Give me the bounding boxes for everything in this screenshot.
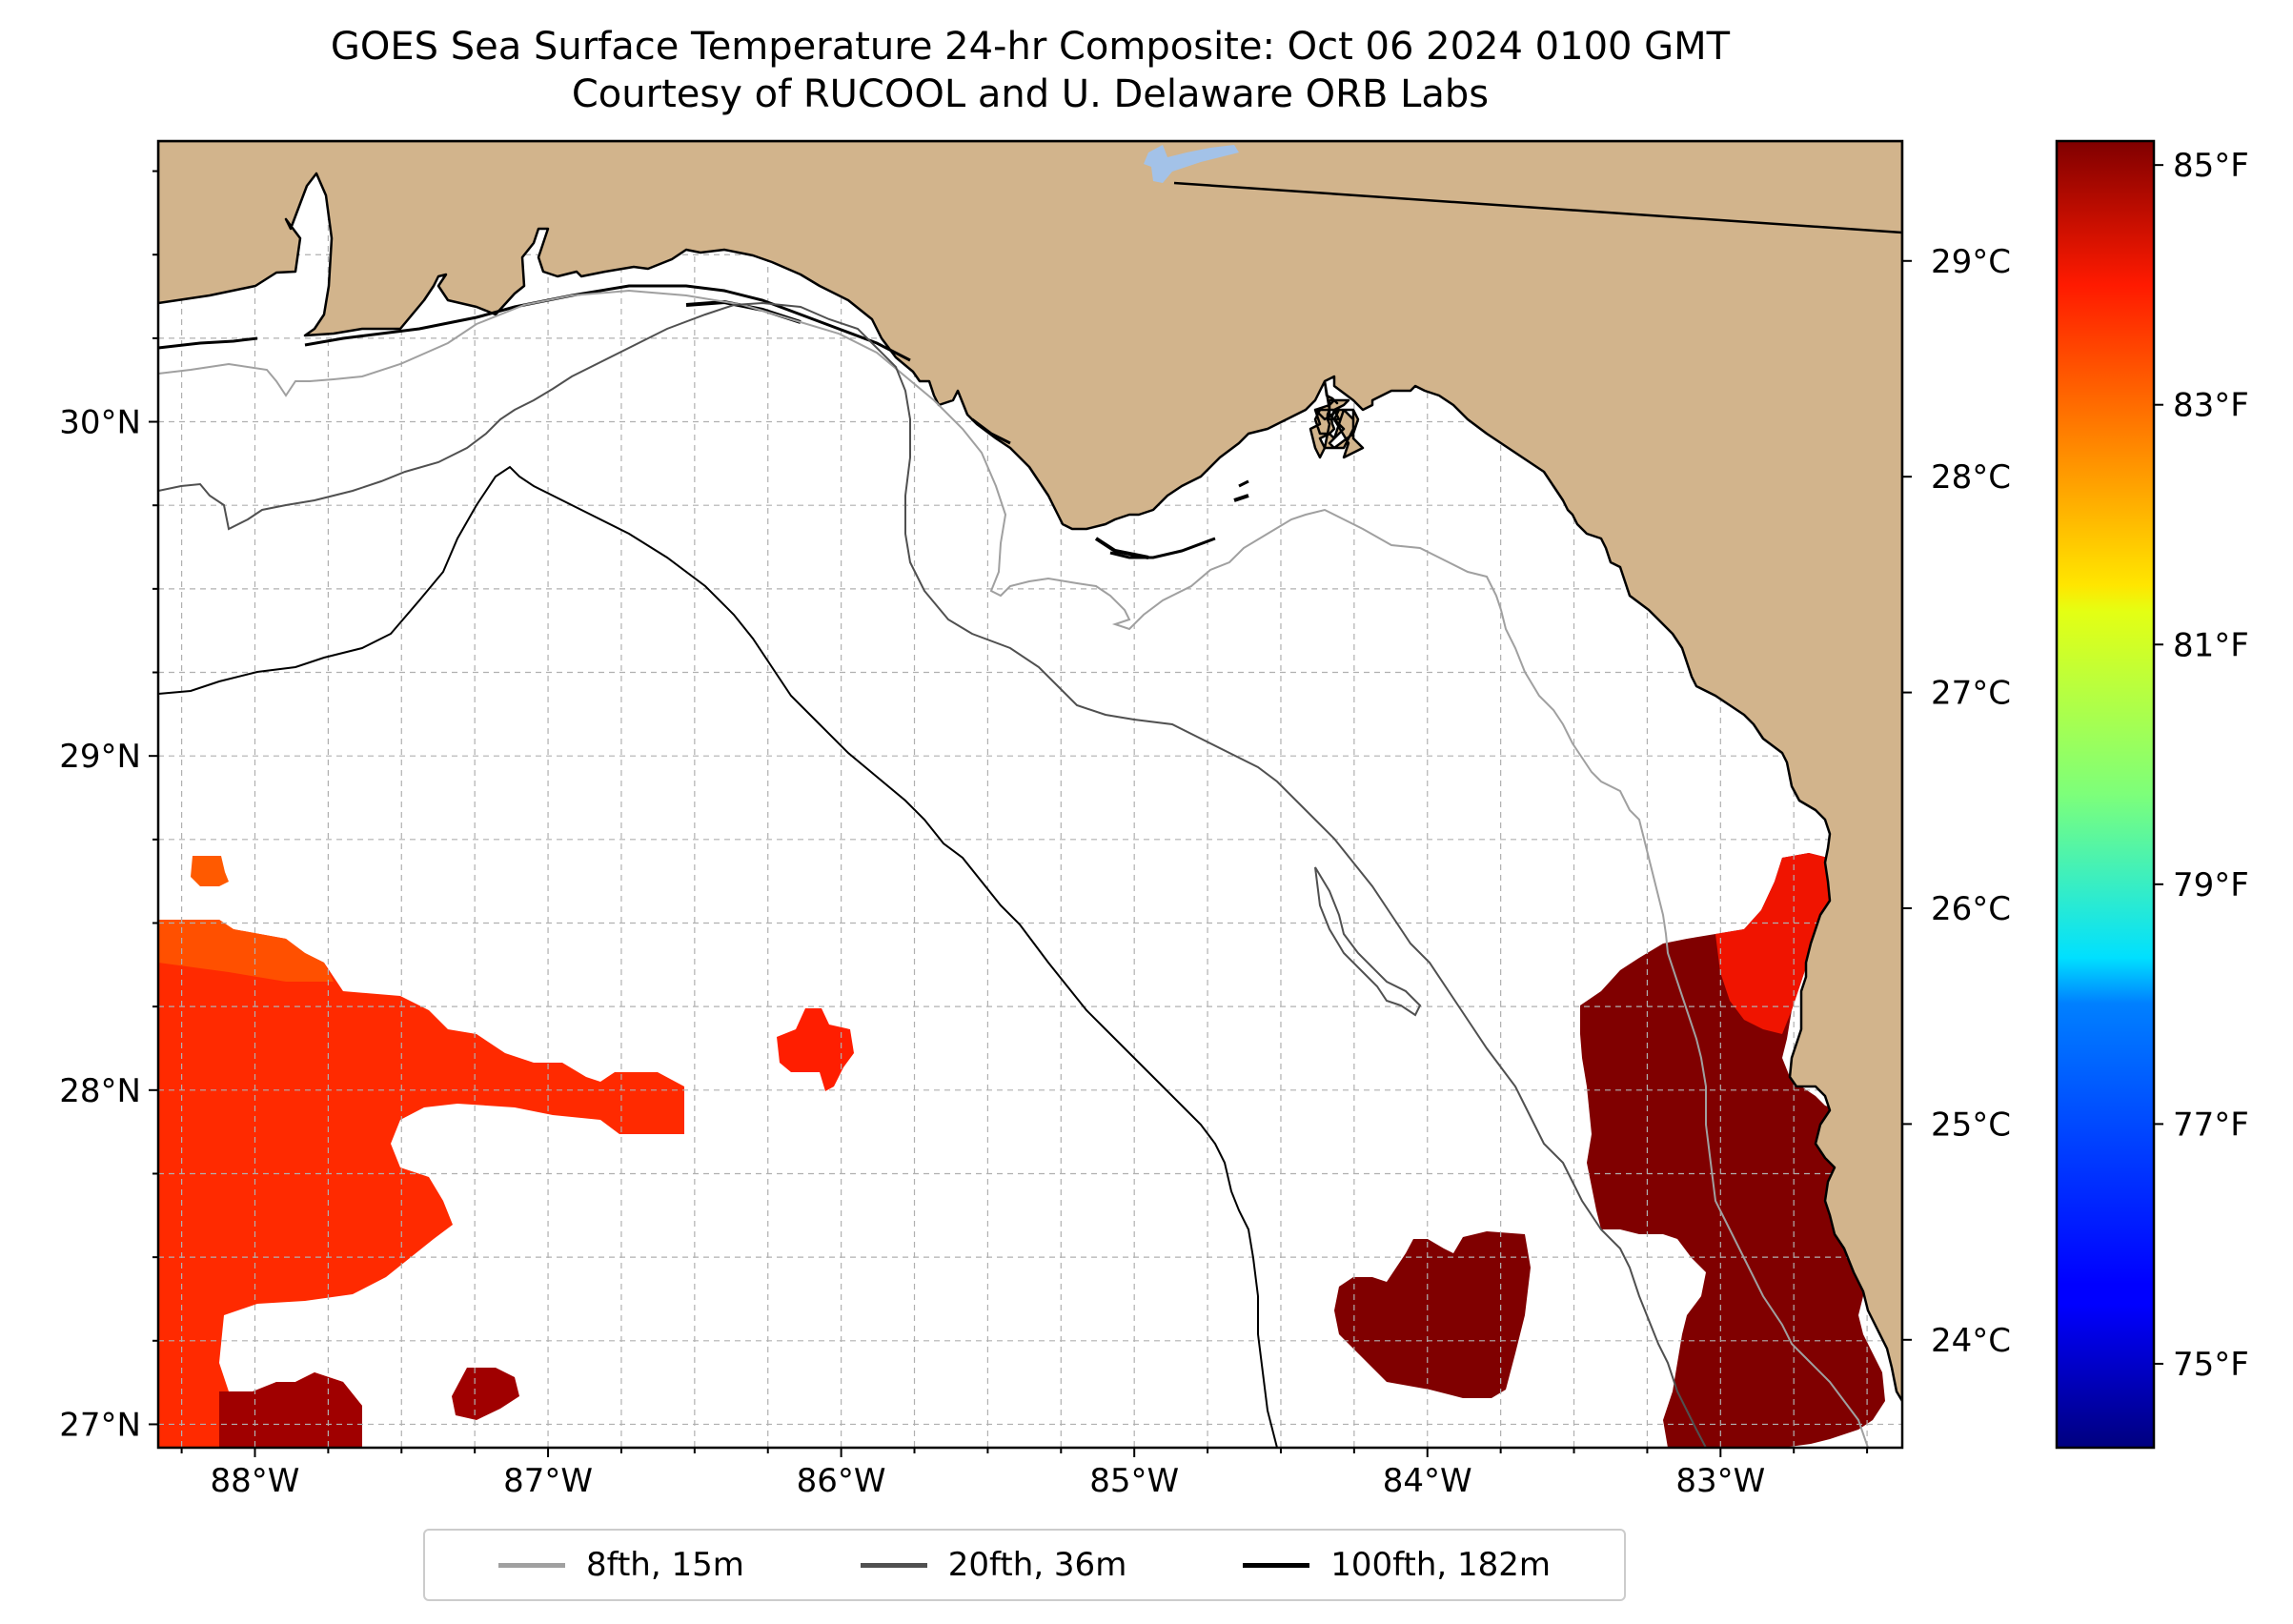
sst-patch-small-south bbox=[452, 1368, 519, 1420]
celsius-tick-label: 26°C bbox=[1931, 890, 2011, 928]
legend-swatch-100fth bbox=[1243, 1562, 1310, 1568]
sst-data-layer bbox=[158, 853, 1902, 1448]
celsius-tick-label: 29°C bbox=[1931, 243, 2011, 281]
legend-label-100fth: 100fth, 182m bbox=[1330, 1546, 1552, 1584]
fahrenheit-tick-label: 83°F bbox=[2173, 387, 2249, 425]
fahrenheit-tick-label: 85°F bbox=[2173, 147, 2249, 185]
isobath-20fth-36m bbox=[158, 301, 1707, 1448]
lake-seminole bbox=[1144, 145, 1239, 183]
fahrenheit-tick-label: 81°F bbox=[2173, 626, 2249, 664]
legend-label-8fth: 8fth, 15m bbox=[585, 1546, 744, 1584]
isobath-100fth-182m bbox=[158, 465, 1278, 1448]
longitude-tick-label: 88°W bbox=[211, 1462, 300, 1500]
celsius-tick-label: 27°C bbox=[1931, 675, 2011, 713]
fahrenheit-tick-label: 79°F bbox=[2173, 866, 2249, 904]
isobath-20fth-keys bbox=[1314, 866, 1422, 1017]
map-frame bbox=[156, 139, 1904, 1450]
legend-item-8fth: 8fth, 15m bbox=[497, 1546, 744, 1584]
coastline-detail bbox=[158, 284, 1249, 559]
isobath-legend: 8fth, 15m 20fth, 36m 100fth, 182m bbox=[423, 1529, 1626, 1601]
fahrenheit-tick-label: 75°F bbox=[2173, 1346, 2249, 1384]
celsius-tick-label: 28°C bbox=[1931, 458, 2011, 497]
longitude-tick-label: 86°W bbox=[797, 1462, 886, 1500]
sst-patch-east bbox=[1580, 853, 1902, 1448]
sst-patch-small-north bbox=[191, 856, 229, 886]
title-line-1: GOES Sea Surface Temperature 24-hr Compo… bbox=[330, 25, 1731, 69]
land-mass bbox=[158, 141, 1902, 1403]
celsius-tick-label: 25°C bbox=[1931, 1106, 2011, 1144]
celsius-tick-label: 24°C bbox=[1931, 1322, 2011, 1360]
fahrenheit-axis: 75°F 77°F 79°F 81°F 83°F 85°F bbox=[2154, 147, 2249, 1384]
legend-label-20fth: 20fth, 36m bbox=[947, 1546, 1127, 1584]
latitude-tick-label: 28°N bbox=[59, 1072, 141, 1110]
celsius-axis: 24°C 25°C 26°C 27°C 28°C 29°C bbox=[1902, 243, 2011, 1360]
longitude-axis: 88°W 87°W 86°W 85°W 84°W 83°W bbox=[180, 1448, 1869, 1500]
title-line-2: Courtesy of RUCOOL and U. Delaware ORB L… bbox=[571, 72, 1490, 116]
sst-patch-northwest-edge bbox=[158, 920, 334, 982]
longitude-tick-label: 84°W bbox=[1383, 1462, 1472, 1500]
longitude-tick-label: 83°W bbox=[1675, 1462, 1765, 1500]
sst-patch-central bbox=[777, 1008, 854, 1091]
longitude-tick-label: 85°W bbox=[1089, 1462, 1179, 1500]
legend-item-100fth: 100fth, 182m bbox=[1243, 1546, 1551, 1584]
longitude-tick-label: 87°W bbox=[503, 1462, 593, 1500]
sst-patch-west bbox=[158, 920, 684, 1448]
legend-swatch-20fth bbox=[860, 1562, 927, 1568]
fahrenheit-tick-label: 77°F bbox=[2173, 1106, 2249, 1144]
latitude-tick-label: 29°N bbox=[59, 738, 141, 776]
legend-item-20fth: 20fth, 36m bbox=[860, 1546, 1127, 1584]
latitude-tick-label: 27°N bbox=[59, 1406, 141, 1444]
colorbar bbox=[2055, 139, 2156, 1450]
latitude-tick-label: 30°N bbox=[59, 404, 141, 442]
isobath-8fth-15m bbox=[158, 289, 1869, 1448]
state-border bbox=[1173, 181, 1902, 234]
sst-patch-east-coast bbox=[1715, 853, 1830, 1034]
sst-patch-south-central bbox=[1334, 1231, 1531, 1398]
legend-swatch-8fth bbox=[497, 1562, 565, 1568]
map-title: GOES Sea Surface Temperature 24-hr Compo… bbox=[158, 23, 1902, 118]
latitude-axis: 27°N 28°N 29°N 30°N bbox=[59, 170, 158, 1444]
